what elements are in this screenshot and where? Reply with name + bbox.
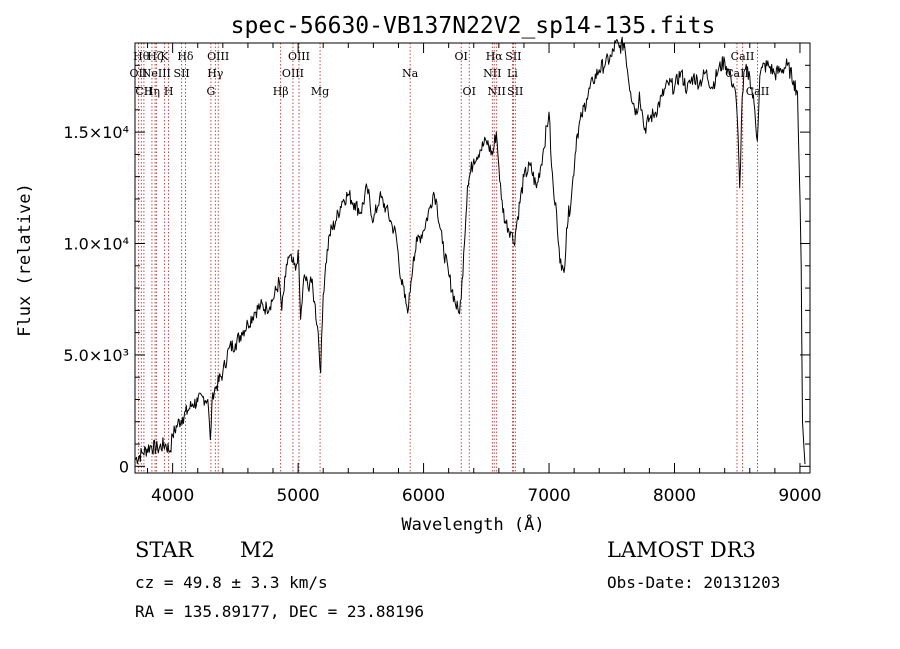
line-marker-label: SII — [174, 67, 190, 80]
y-axis-label: Flux (relative) — [15, 183, 35, 337]
line-marker-label: SII — [507, 85, 523, 98]
line-marker-label: H — [164, 85, 174, 98]
line-markers — [137, 43, 758, 473]
line-marker-label: Mg — [311, 85, 329, 98]
line-marker-label: Hβ — [273, 85, 289, 98]
line-marker-label: OI — [455, 50, 468, 63]
spectrum-line — [134, 36, 806, 465]
line-marker-label: NII — [488, 85, 506, 98]
x-tick-label: 7000 — [527, 486, 570, 506]
line-marker-label: OIII — [207, 50, 229, 63]
line-marker-label: Hγ — [207, 67, 224, 80]
line-marker-label: CaII — [731, 50, 755, 63]
line-marker-label: Hζ — [147, 50, 163, 63]
line-marker-label: OII — [130, 67, 148, 80]
line-marker-label: CaII — [746, 85, 770, 98]
x-tick-label: 4000 — [151, 486, 194, 506]
x-axis-label: Wavelength (Å) — [401, 513, 544, 535]
survey-name: LAMOST DR3 — [607, 538, 756, 562]
line-marker-label: G — [207, 85, 216, 98]
line-marker-labels: OIIHθCIIHηHζNeIIIKHSIIHδGHγOIIIHβOIIIOII… — [130, 50, 770, 98]
line-marker-label: Na — [402, 67, 419, 80]
line-marker-label: OI — [463, 85, 476, 98]
line-marker-label: CII — [135, 85, 152, 98]
y-tick-label: 0 — [119, 457, 129, 476]
line-marker-label: Hα — [486, 50, 504, 63]
line-marker-label: NII — [483, 67, 501, 80]
redshift-line: cz = 49.8 ± 3.3 km/s — [135, 573, 328, 592]
x-tick-label: 6000 — [402, 486, 445, 506]
x-tick-label: 5000 — [276, 486, 319, 506]
chart-title: spec-56630-VB137N22V2_sp14-135.fits — [231, 13, 716, 39]
line-marker-label: Hη — [144, 85, 160, 98]
x-axis-ticks: 4000 5000 6000 7000 8000 9000 — [147, 43, 822, 506]
x-tick-label: 9000 — [778, 486, 821, 506]
line-marker-label: NeIII — [142, 67, 171, 80]
y-tick-label: 5.0×10³ — [63, 346, 129, 365]
line-marker-label: OIII — [282, 67, 304, 80]
y-axis-ticks: 0 5.0×10³ 1.0×10⁴ 1.5×10⁴ — [63, 64, 810, 476]
line-marker-label: K — [160, 50, 169, 63]
y-tick-label: 1.5×10⁴ — [63, 123, 129, 142]
object-subclass: M2 — [240, 538, 275, 562]
x-tick-label: 8000 — [653, 486, 696, 506]
line-marker-label: SII — [505, 50, 521, 63]
object-class: STAR — [135, 538, 194, 562]
line-marker-label: Hθ — [133, 50, 150, 63]
line-marker-label: OIII — [288, 50, 310, 63]
obs-date-line: Obs-Date: 20131203 — [607, 573, 781, 592]
line-marker-label: Hδ — [177, 50, 194, 63]
coordinates-line: RA = 135.89177, DEC = 23.88196 — [135, 602, 424, 621]
plot-frame — [134, 42, 811, 474]
line-marker-label: Li — [507, 67, 518, 80]
y-tick-label: 1.0×10⁴ — [63, 235, 129, 254]
